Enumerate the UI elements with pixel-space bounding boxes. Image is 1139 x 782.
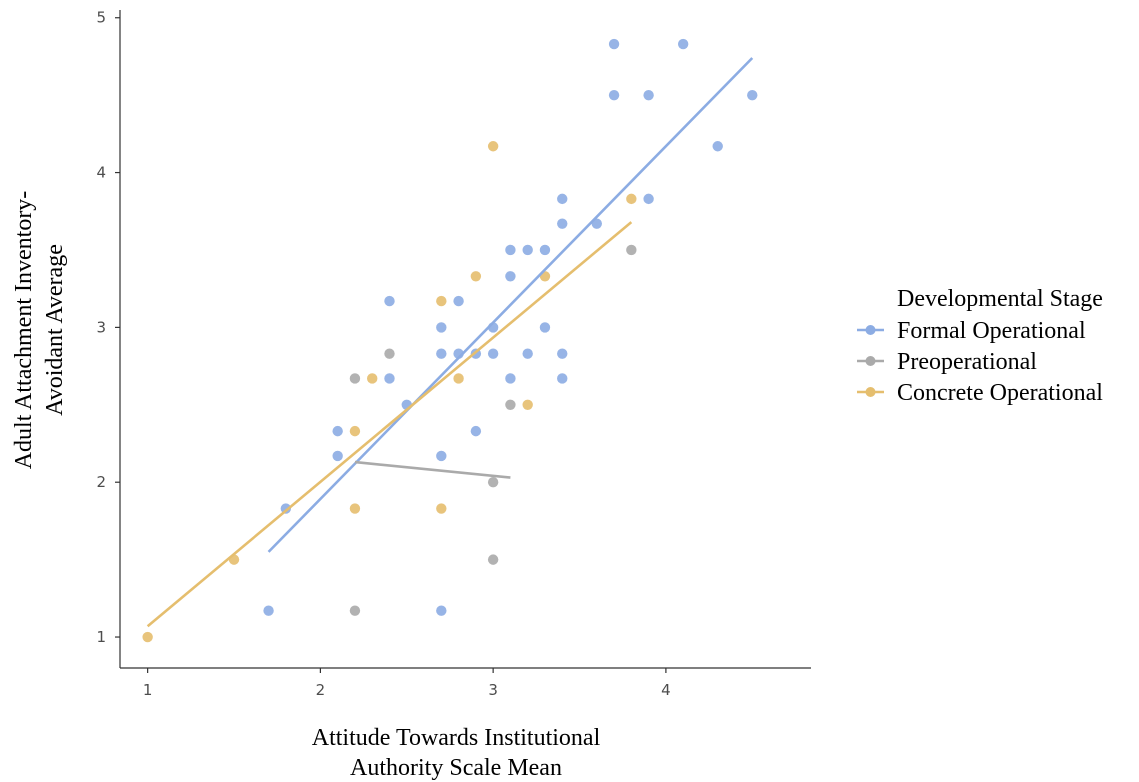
data-point	[539, 244, 551, 256]
data-point	[643, 89, 654, 101]
data-point	[280, 503, 292, 514]
y-tick-label: 5	[96, 9, 106, 27]
data-point	[712, 141, 723, 152]
data-point	[487, 141, 499, 152]
data-point	[470, 271, 482, 282]
x-tick-label: 3	[488, 681, 498, 699]
x-tick-label: 2	[316, 681, 326, 699]
y-axis-title-line-2: Avoidant Average	[42, 244, 68, 416]
data-point	[747, 89, 758, 101]
data-point	[557, 348, 568, 359]
data-point	[505, 399, 516, 410]
data-point	[263, 605, 274, 616]
data-point	[505, 271, 516, 282]
data-point	[522, 244, 533, 256]
y-tick-label: 2	[96, 473, 106, 491]
data-point	[349, 503, 361, 514]
data-point	[626, 244, 637, 256]
data-point	[487, 477, 499, 488]
data-point	[522, 348, 533, 359]
data-point	[470, 425, 482, 437]
y-axis-ticks: 1 2 3 4 5	[96, 9, 120, 646]
data-point	[142, 631, 153, 643]
data-point	[487, 554, 499, 565]
data-point	[557, 373, 568, 384]
data-point	[608, 38, 620, 50]
fit-line	[267, 57, 754, 553]
data-point	[453, 373, 464, 384]
data-point	[487, 348, 499, 359]
fit-lines	[146, 57, 754, 628]
legend-items: Formal Operational Preoperational Concrete…	[857, 318, 1103, 406]
legend-label: Formal Operational	[897, 318, 1086, 344]
legend-title: Developmental Stage	[897, 286, 1103, 312]
data-point	[643, 193, 654, 205]
data-point	[384, 295, 395, 307]
data-point	[453, 295, 464, 307]
y-axis-title-line-1: Adult Attachment Inventory-	[11, 191, 37, 470]
data-point	[505, 373, 516, 384]
y-tick-label: 1	[96, 628, 106, 646]
data-point	[332, 425, 343, 437]
legend-label: Concrete Operational	[897, 380, 1103, 406]
data-point	[557, 193, 568, 205]
legend-key-point	[865, 387, 876, 397]
data-point	[539, 322, 551, 333]
data-point	[332, 450, 343, 462]
x-axis-ticks: 1 2 3 4	[143, 668, 671, 699]
data-point	[505, 244, 516, 256]
data-point	[436, 605, 447, 616]
data-point	[677, 38, 689, 50]
data-point	[557, 218, 568, 229]
data-point	[384, 348, 395, 359]
y-tick-label: 4	[96, 164, 106, 182]
data-point	[522, 399, 533, 410]
data-point	[436, 503, 447, 514]
data-point	[626, 193, 637, 205]
data-point	[349, 605, 361, 616]
legend-label: Preoperational	[897, 349, 1037, 375]
x-axis-title-line-1: Attitude Towards Institutional	[312, 725, 601, 751]
y-tick-label: 3	[96, 318, 106, 336]
data-point	[436, 322, 447, 333]
data-point	[367, 373, 378, 384]
legend-key-point	[865, 356, 876, 366]
axes	[119, 10, 811, 669]
fit-line	[146, 221, 633, 628]
data-point	[608, 89, 620, 101]
data-points	[142, 38, 758, 643]
fit-line	[354, 460, 511, 479]
data-point	[349, 425, 361, 437]
legend: Developmental Stage Formal Operational Pr…	[857, 286, 1103, 406]
x-axis-title-line-2: Authority Scale Mean	[350, 755, 562, 781]
data-point	[349, 373, 361, 384]
x-tick-label: 4	[661, 681, 671, 699]
x-tick-label: 1	[143, 681, 153, 699]
legend-key-point	[865, 325, 876, 335]
data-point	[436, 295, 447, 307]
data-point	[436, 450, 447, 462]
data-point	[436, 348, 447, 359]
data-point	[384, 373, 395, 384]
